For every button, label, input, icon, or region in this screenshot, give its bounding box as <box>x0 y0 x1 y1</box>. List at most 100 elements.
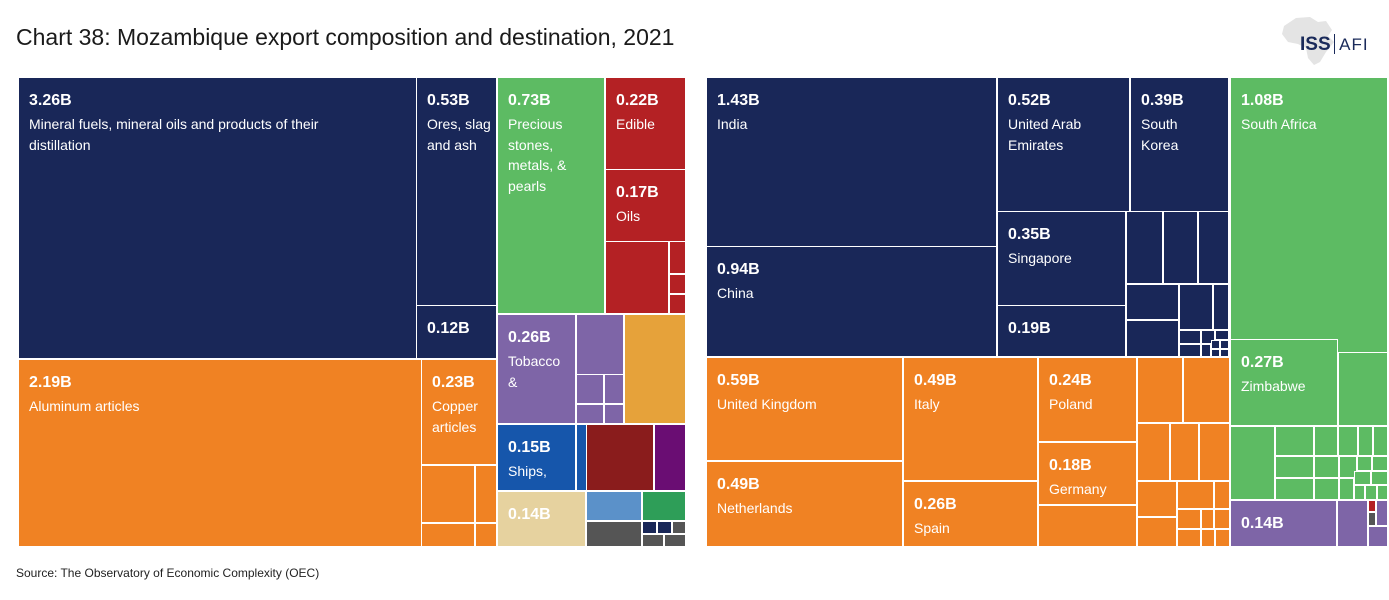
product-value-label: 3.26B <box>29 92 72 109</box>
country-small-tile <box>1339 478 1354 500</box>
product-small-tile <box>669 274 686 294</box>
country-name-label: South Korea <box>1141 116 1179 153</box>
product-small-tile <box>421 523 475 547</box>
product-small-tile <box>605 241 669 314</box>
product-small-tile <box>576 374 604 404</box>
product-small-tile <box>657 521 672 534</box>
product-name-label: Oils <box>616 208 641 224</box>
country-small-tile <box>1137 517 1177 547</box>
product-tile[interactable]: 0.23B Copper articles <box>421 359 497 465</box>
product-value-label: 0.73B <box>508 92 551 109</box>
country-small-tile <box>1201 344 1211 357</box>
country-value-label: 0.18B <box>1049 457 1092 474</box>
country-name-label: China <box>717 285 754 301</box>
country-small-tile <box>1314 426 1338 456</box>
country-tile[interactable]: 0.35B Singapore <box>997 211 1126 306</box>
product-name-label: Precious stones, metals, & pearls <box>508 116 567 194</box>
source-note: Source: The Observatory of Economic Comp… <box>16 566 320 580</box>
product-value-label: 0.26B <box>508 329 551 346</box>
country-small-tile <box>1177 481 1214 509</box>
product-small-tile <box>586 491 642 521</box>
product-value-label: 0.12B <box>427 320 470 337</box>
country-value-label: 0.49B <box>717 476 760 493</box>
country-small-tile <box>1211 340 1220 349</box>
product-value-label: 0.23B <box>432 374 475 391</box>
country-tile[interactable]: 0.59B United Kingdom <box>706 357 903 461</box>
product-small-tile <box>669 294 686 314</box>
country-tile[interactable]: 0.26B Spain <box>903 481 1038 547</box>
product-small-tile <box>672 521 686 534</box>
product-small-tile <box>642 491 686 521</box>
product-tile[interactable]: 0.12B <box>416 305 497 359</box>
product-tile[interactable]: 0.26B Tobacco & <box>497 314 576 424</box>
country-tile[interactable]: 0.52B United Arab Emirates <box>997 77 1130 212</box>
country-name-label: India <box>717 116 748 132</box>
country-small-tile <box>1275 426 1314 456</box>
product-tile[interactable]: 0.53B Ores, slag and ash <box>416 77 497 306</box>
product-small-tile <box>586 424 654 491</box>
country-tile[interactable]: 1.43B India <box>706 77 997 247</box>
country-small-tile <box>1275 478 1314 500</box>
country-value-label: 0.39B <box>1141 92 1184 109</box>
country-tile[interactable]: 0.49B Italy <box>903 357 1038 481</box>
logo-text: ISS AFI <box>1300 34 1369 56</box>
country-name-label: Singapore <box>1008 250 1072 266</box>
country-tile[interactable]: 0.27B Zimbabwe <box>1230 339 1338 426</box>
product-tile[interactable]: 0.22B Edible <box>605 77 686 170</box>
country-value-label: 0.35B <box>1008 226 1051 243</box>
product-name-label: Copper articles <box>432 398 478 435</box>
country-tile[interactable]: 0.39B South Korea <box>1130 77 1229 212</box>
product-small-tile <box>604 374 624 404</box>
country-small-tile <box>1230 426 1275 500</box>
country-small-tile <box>1137 423 1170 481</box>
product-tile[interactable]: 0.15B Ships, <box>497 424 576 491</box>
product-small-tile <box>642 521 657 534</box>
country-tile[interactable]: 1.08B South Africa <box>1230 77 1388 353</box>
country-small-tile <box>1275 456 1314 478</box>
country-name-label: Spain <box>914 520 950 536</box>
country-tile[interactable]: 0.19B <box>997 305 1126 357</box>
country-tile[interactable]: 0.49B Netherlands <box>706 461 903 547</box>
product-name-label: Ships, <box>508 463 547 479</box>
country-small-tile <box>1368 500 1376 512</box>
country-value-label: 1.08B <box>1241 92 1284 109</box>
country-value-label: 0.24B <box>1049 372 1092 389</box>
country-small-tile <box>1170 423 1199 481</box>
country-small-tile <box>1377 485 1388 500</box>
country-tile[interactable]: 0.24B Poland <box>1038 357 1137 442</box>
country-small-tile <box>1215 330 1229 340</box>
country-small-tile <box>1211 349 1220 357</box>
country-small-tile <box>1198 211 1229 284</box>
country-value-label: 0.14B <box>1241 515 1284 532</box>
country-tile[interactable]: 0.94B China <box>706 246 997 357</box>
country-small-tile <box>1214 509 1230 529</box>
country-small-tile <box>1220 349 1229 357</box>
country-small-tile <box>1183 357 1230 423</box>
product-small-tile <box>475 523 497 547</box>
country-value-label: 0.94B <box>717 261 760 278</box>
product-tile[interactable]: 3.26B Mineral fuels, mineral oils and pro… <box>18 77 417 359</box>
country-small-tile <box>1126 211 1163 284</box>
product-small-tile <box>475 465 497 523</box>
country-small-tile <box>1201 509 1214 529</box>
country-small-tile <box>1163 211 1198 284</box>
country-value-label: 0.49B <box>914 372 957 389</box>
country-name-label: Germany <box>1049 481 1107 497</box>
chart-title: Chart 38: Mozambique export composition … <box>16 24 675 50</box>
country-small-tile <box>1337 500 1368 547</box>
product-small-tile <box>604 404 624 424</box>
product-tile[interactable]: 0.73B Precious stones, metals, & pearls <box>497 77 605 314</box>
country-tile[interactable]: 0.14B <box>1230 500 1337 547</box>
product-name-label: Mineral fuels, mineral oils and products… <box>29 116 319 153</box>
product-tile[interactable]: 0.14B <box>497 491 586 547</box>
product-tile[interactable]: 0.17B Oils <box>605 169 686 242</box>
country-tile[interactable]: 0.18B Germany <box>1038 442 1137 505</box>
product-name-label: Aluminum articles <box>29 398 140 414</box>
country-small-tile <box>1354 485 1365 500</box>
country-value-label: 0.26B <box>914 496 957 513</box>
country-small-tile <box>1339 456 1357 478</box>
country-value-label: 0.52B <box>1008 92 1051 109</box>
logo-afi: AFI <box>1339 35 1369 54</box>
product-tile[interactable]: 2.19B Aluminum articles <box>18 359 422 547</box>
product-small-tile <box>654 424 686 491</box>
